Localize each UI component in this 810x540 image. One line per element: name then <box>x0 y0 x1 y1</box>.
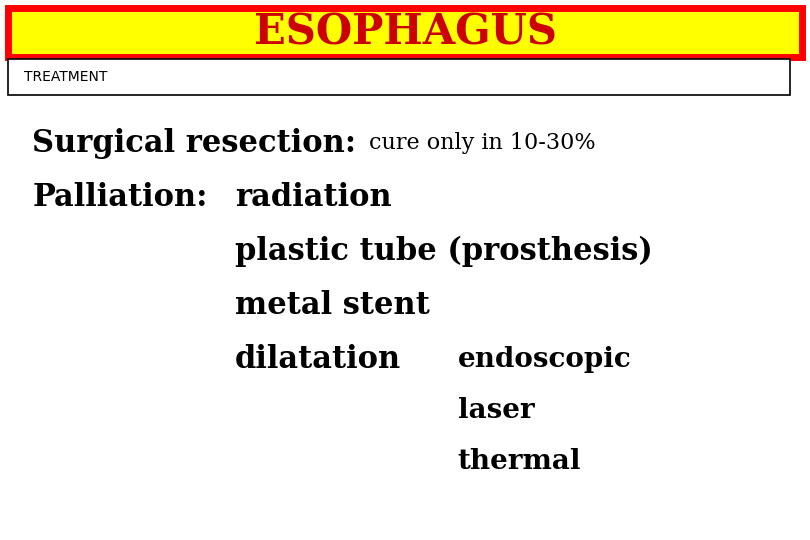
Text: dilatation: dilatation <box>235 343 401 375</box>
Text: radiation: radiation <box>235 181 392 213</box>
FancyBboxPatch shape <box>8 59 790 94</box>
Text: Palliation:: Palliation: <box>32 181 208 213</box>
Text: TREATMENT: TREATMENT <box>24 70 108 84</box>
Text: metal stent: metal stent <box>235 289 430 321</box>
Text: thermal: thermal <box>458 448 581 475</box>
Text: cure only in 10-30%: cure only in 10-30% <box>369 132 595 154</box>
Text: ESOPHAGUS: ESOPHAGUS <box>254 11 556 53</box>
FancyBboxPatch shape <box>8 8 802 57</box>
Text: endoscopic: endoscopic <box>458 346 632 373</box>
Text: plastic tube (prosthesis): plastic tube (prosthesis) <box>235 235 653 267</box>
Text: Surgical resection:: Surgical resection: <box>32 127 356 159</box>
Text: laser: laser <box>458 397 535 424</box>
